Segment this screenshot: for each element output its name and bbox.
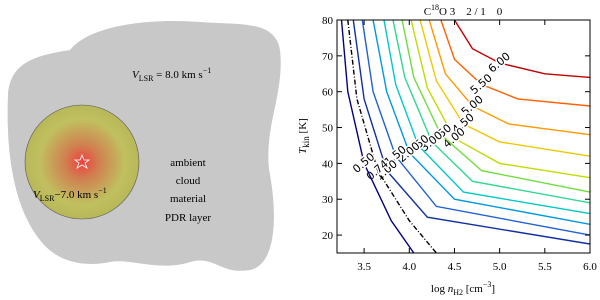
contour-line [372,20,590,225]
chart-title: C18O 3 2 / 1 0 [424,3,503,18]
contour-line [428,20,590,136]
x-tick-label: 4.0 [402,261,416,273]
core-region [24,104,140,220]
contour-line [383,20,590,215]
contour-line [361,20,590,236]
t: T [297,147,309,154]
inner-velocity: VLSR−7.0 km s−1 [33,186,107,203]
y-tick-label: 70 [322,51,334,63]
y-tick-label: 60 [322,87,334,99]
x-tick-label: 4.5 [448,261,462,273]
contours: 6.005.505.004.504.003.503.002.502.001.50… [340,20,590,253]
sub: LSR [40,194,55,203]
contour-line [440,20,590,107]
contour-line [453,20,590,79]
y-tick-label: 40 [322,158,334,170]
outer-velocity: VLSR = 8.0 km s−1 [132,66,211,83]
region-label: cloud [176,175,201,187]
x-tick-label: 5.5 [538,261,552,273]
x-tick-label: 6.0 [583,261,597,273]
y-tick-label: 80 [322,15,334,27]
contour-line [352,20,590,245]
contour-line [392,20,590,204]
x-tick-label: 5.0 [493,261,507,273]
contour-line [410,20,590,179]
y-tick-label: 30 [322,194,334,206]
contour-line [347,20,437,253]
region-label: material [170,193,206,205]
unit: [K] [297,118,309,136]
end: ] [491,283,495,295]
v: V [132,69,140,81]
y-axis-label: Tkin [K] [297,118,311,154]
t-sup: 18 [431,3,439,12]
sup: −3 [483,280,492,289]
t: C [424,6,431,18]
region-label: ambient [170,157,205,169]
text: −7.0 km s [54,189,98,201]
x-axis-label: log nH2 [cm−3] [431,280,495,297]
x-tick-label: 3.5 [357,261,371,273]
t-rest: O 3 2 / 1 0 [439,6,503,18]
y-tick-label: 20 [322,230,334,242]
text: = 8.0 km s [153,69,202,81]
sup: −1 [98,186,107,195]
star [73,153,91,169]
contour-line [401,20,590,193]
region-label: PDR layer [165,212,211,224]
plot-area: 6.005.505.004.504.003.503.002.502.001.50… [322,15,597,273]
pre: log [431,283,448,295]
contour-label: 6.00 [486,50,513,76]
v: V [33,189,41,201]
sub: H2 [453,288,463,297]
plot-frame [336,19,591,254]
y-tick-label: 50 [322,123,334,135]
sub: kin [301,136,311,148]
unit: [cm [463,283,483,295]
sub: LSR [139,74,154,83]
contour-line [340,20,415,253]
sup: −1 [203,66,212,75]
contour-line [419,20,590,157]
diagram: VLSR = 8.0 km s−1 VLSR−7.0 km s−1 ambien… [7,20,281,271]
n: n [448,283,454,295]
